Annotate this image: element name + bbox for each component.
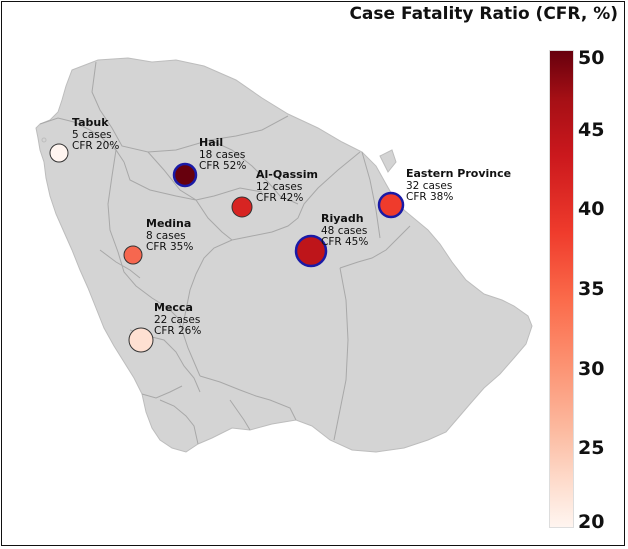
colorbar-tick-30: 30 bbox=[578, 357, 605, 380]
city-label-hail-name: Hail bbox=[199, 136, 223, 149]
city-label-hail-cases-text: 18 cases bbox=[199, 149, 245, 161]
country-outline bbox=[35, 57, 533, 453]
city-label-tabuk-name: Tabuk bbox=[72, 116, 109, 129]
city-marker-mecca[interactable] bbox=[128, 327, 154, 353]
colorbar-tick-25: 25 bbox=[578, 437, 605, 460]
city-marker-riyadh[interactable] bbox=[294, 234, 328, 268]
city-label-al-qassim-cases-text: 12 cases bbox=[256, 181, 302, 193]
colorbar-tick-20: 20 bbox=[578, 511, 605, 533]
city-label-riyadh-cases-text: 48 cases bbox=[321, 225, 367, 237]
city-label-medina-name: Medina bbox=[146, 217, 191, 230]
city-label-tabuk-cfr-text: CFR 20% bbox=[72, 140, 119, 152]
city-label-eastern-province-name: Eastern Province bbox=[406, 167, 511, 180]
city-label-al-qassim-name: Al-Qassim bbox=[256, 168, 318, 181]
colorbar-tick-40: 40 bbox=[578, 198, 605, 221]
city-label-mecca-name: Mecca bbox=[154, 301, 193, 314]
city-label-riyadh-name: Riyadh bbox=[321, 212, 364, 225]
city-label-medina-cases-text: 8 cases bbox=[146, 230, 186, 242]
colorbar-tick-45: 45 bbox=[578, 118, 605, 141]
city-label-mecca-cfr-text: CFR 26% bbox=[154, 325, 201, 337]
city-marker-medina[interactable] bbox=[123, 245, 143, 265]
province-borders bbox=[39, 61, 411, 445]
city-marker-al-qassim[interactable] bbox=[231, 196, 253, 218]
colorbar-tick-35: 35 bbox=[578, 278, 605, 300]
city-label-hail-cfr-text: CFR 52% bbox=[199, 160, 246, 172]
colorbar-tick-50: 50 bbox=[578, 47, 605, 69]
city-label-eastern-province-cases-text: 32 cases bbox=[406, 180, 452, 192]
city-marker-tabuk[interactable] bbox=[49, 143, 69, 163]
city-label-tabuk-cases-text: 5 cases bbox=[72, 129, 112, 141]
colorbar-title: Case Fatality Ratio (CFR, %) bbox=[349, 4, 618, 24]
city-label-medina-cfr-text: CFR 35% bbox=[146, 241, 193, 253]
city-label-mecca-cases-text: 22 cases bbox=[154, 314, 200, 326]
city-marker-eastern-province[interactable] bbox=[377, 191, 405, 219]
city-marker-hail[interactable] bbox=[172, 162, 198, 188]
city-label-al-qassim-cfr-text: CFR 42% bbox=[256, 192, 303, 204]
colorbar bbox=[549, 50, 574, 528]
city-label-riyadh-cfr-text: CFR 45% bbox=[321, 236, 368, 248]
gulf-inlet bbox=[379, 149, 397, 173]
city-label-eastern-province-cfr-text: CFR 38% bbox=[406, 191, 453, 203]
